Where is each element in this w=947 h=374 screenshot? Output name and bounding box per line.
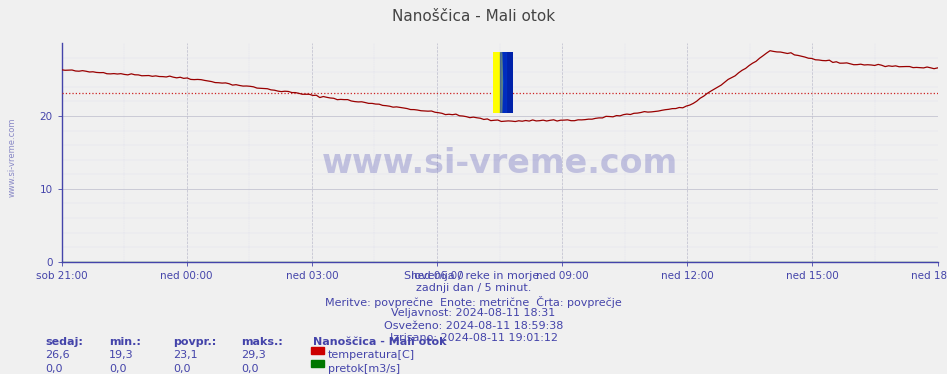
- Text: maks.:: maks.:: [241, 337, 283, 347]
- Text: min.:: min.:: [109, 337, 141, 347]
- Text: 0,0: 0,0: [45, 364, 63, 374]
- Text: www.si-vreme.com: www.si-vreme.com: [321, 147, 678, 180]
- Text: pretok[m3/s]: pretok[m3/s]: [328, 364, 400, 374]
- Bar: [493, 52, 503, 113]
- Text: Slovenija / reke in morje.: Slovenija / reke in morje.: [404, 271, 543, 281]
- Text: sedaj:: sedaj:: [45, 337, 83, 347]
- Text: Izrisano: 2024-08-11 19:01:12: Izrisano: 2024-08-11 19:01:12: [389, 333, 558, 343]
- Text: Nanoščica - Mali otok: Nanoščica - Mali otok: [313, 337, 446, 347]
- Text: zadnji dan / 5 minut.: zadnji dan / 5 minut.: [416, 283, 531, 294]
- Text: Veljavnost: 2024-08-11 18:31: Veljavnost: 2024-08-11 18:31: [391, 308, 556, 318]
- Text: 23,1: 23,1: [173, 350, 198, 361]
- Text: 26,6: 26,6: [45, 350, 70, 361]
- Text: Osveženo: 2024-08-11 18:59:38: Osveženo: 2024-08-11 18:59:38: [384, 321, 563, 331]
- Text: 29,3: 29,3: [241, 350, 266, 361]
- Polygon shape: [503, 52, 512, 113]
- Text: 0,0: 0,0: [241, 364, 259, 374]
- Text: 0,0: 0,0: [173, 364, 190, 374]
- Text: Nanoščica - Mali otok: Nanoščica - Mali otok: [392, 9, 555, 24]
- Text: www.si-vreme.com: www.si-vreme.com: [8, 117, 17, 197]
- Text: povpr.:: povpr.:: [173, 337, 217, 347]
- Polygon shape: [500, 52, 506, 113]
- Text: 0,0: 0,0: [109, 364, 126, 374]
- Text: Meritve: povprečne  Enote: metrične  Črta: povprečje: Meritve: povprečne Enote: metrične Črta:…: [325, 296, 622, 308]
- Text: temperatura[C]: temperatura[C]: [328, 350, 415, 361]
- Text: 19,3: 19,3: [109, 350, 134, 361]
- Bar: [503, 52, 512, 113]
